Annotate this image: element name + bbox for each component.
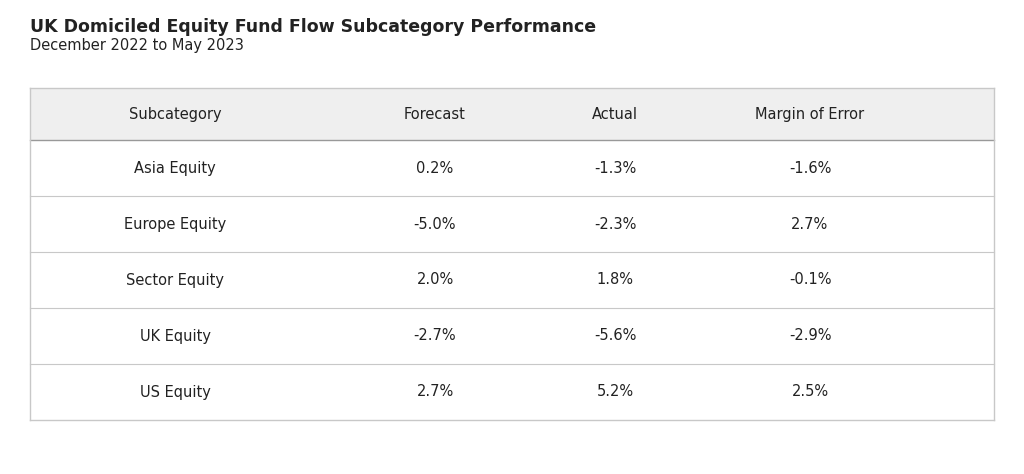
Text: -0.1%: -0.1%: [788, 273, 831, 288]
Text: Asia Equity: Asia Equity: [134, 161, 216, 175]
Text: 2.7%: 2.7%: [417, 384, 454, 400]
Text: Forecast: Forecast: [404, 107, 466, 121]
Text: -2.3%: -2.3%: [594, 217, 636, 231]
Bar: [30, 364, 994, 420]
Text: UK Equity: UK Equity: [139, 328, 211, 344]
Bar: [30, 308, 994, 364]
Text: Actual: Actual: [592, 107, 638, 121]
Text: Margin of Error: Margin of Error: [756, 107, 864, 121]
Text: Subcategory: Subcategory: [129, 107, 221, 121]
Text: Europe Equity: Europe Equity: [124, 217, 226, 231]
Text: US Equity: US Equity: [139, 384, 211, 400]
Text: 2.7%: 2.7%: [792, 217, 828, 231]
Bar: [30, 140, 994, 196]
Text: -2.7%: -2.7%: [414, 328, 457, 344]
Bar: [30, 88, 994, 140]
Text: 2.5%: 2.5%: [792, 384, 828, 400]
Bar: [30, 196, 994, 252]
Text: 2.0%: 2.0%: [417, 273, 454, 288]
Bar: [30, 252, 994, 308]
Text: December 2022 to May 2023: December 2022 to May 2023: [30, 38, 244, 53]
Text: 5.2%: 5.2%: [596, 384, 634, 400]
Text: -1.6%: -1.6%: [788, 161, 831, 175]
Text: Sector Equity: Sector Equity: [126, 273, 224, 288]
Text: -2.9%: -2.9%: [788, 328, 831, 344]
Text: -1.3%: -1.3%: [594, 161, 636, 175]
Text: -5.0%: -5.0%: [414, 217, 457, 231]
Text: UK Domiciled Equity Fund Flow Subcategory Performance: UK Domiciled Equity Fund Flow Subcategor…: [30, 18, 596, 36]
Text: 1.8%: 1.8%: [597, 273, 634, 288]
Text: -5.6%: -5.6%: [594, 328, 636, 344]
Text: 0.2%: 0.2%: [417, 161, 454, 175]
